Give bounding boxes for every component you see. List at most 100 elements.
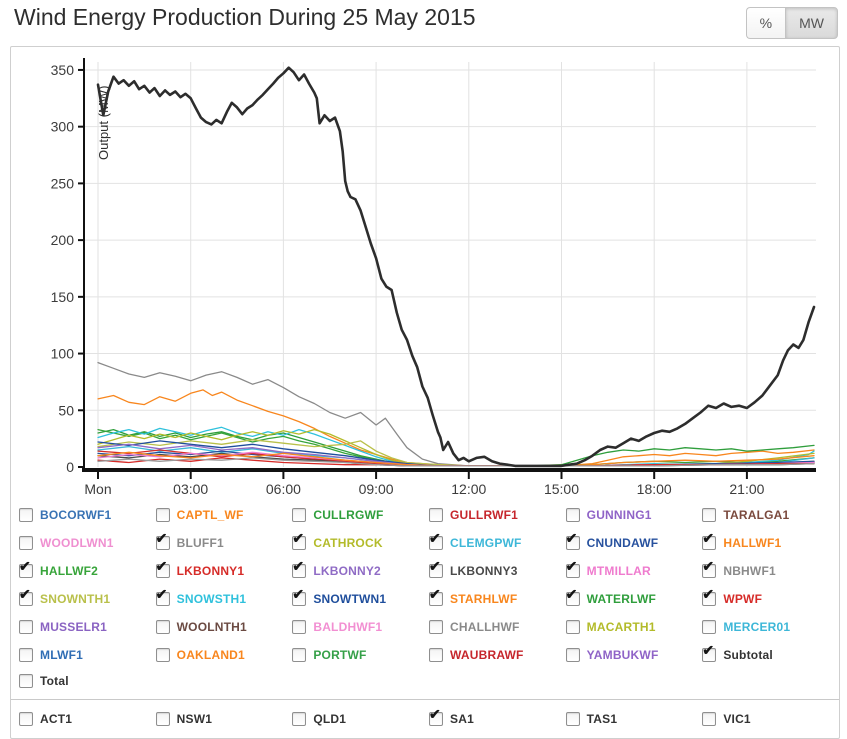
legend-item-mlwf1[interactable]: MLWF1: [19, 645, 156, 664]
legend-item-woolnth1[interactable]: WOOLNTH1: [155, 617, 293, 636]
checkbox-lkbonny2[interactable]: ✔: [292, 559, 307, 578]
legend-label[interactable]: BOCORWF1: [40, 507, 112, 522]
checkbox-cathrock[interactable]: ✔: [292, 531, 307, 550]
legend-label[interactable]: LKBONNY2: [313, 563, 381, 578]
legend-label[interactable]: WOODLWN1: [40, 535, 114, 550]
legend-item-subtotal[interactable]: ✔ Subtotal: [702, 643, 839, 664]
legend-label[interactable]: CULLRGWF: [313, 507, 384, 522]
legend-item-bluff1[interactable]: ✔ BLUFF1: [155, 531, 293, 552]
legend-item-hallwf1[interactable]: ✔ HALLWF1: [702, 531, 839, 552]
legend-item-nbhwf1[interactable]: ✔ NBHWF1: [702, 559, 839, 580]
legend-label[interactable]: CHALLHWF: [450, 619, 520, 634]
legend-item-snowsth1[interactable]: ✔ SNOWSTH1: [155, 587, 293, 608]
checkbox-mlwf1[interactable]: [19, 647, 33, 662]
checkbox-bocorwf1[interactable]: [19, 507, 33, 522]
legend-item-cullrgwf[interactable]: CULLRGWF: [292, 505, 429, 524]
checkbox-woolnth1[interactable]: [155, 619, 170, 634]
legend-item-challhwf[interactable]: CHALLHWF: [429, 617, 566, 636]
checkbox-starhlwf[interactable]: ✔: [429, 587, 443, 606]
legend-label[interactable]: MACARTH1: [586, 619, 656, 634]
checkbox-oakland1[interactable]: [155, 647, 170, 662]
legend-label[interactable]: CNUNDAWF: [586, 535, 659, 550]
legend-item-act1[interactable]: ACT1: [19, 709, 156, 728]
legend-label[interactable]: CAPTL_WF: [176, 507, 244, 522]
mw-button[interactable]: MW: [785, 7, 838, 39]
checkbox-portwf[interactable]: [292, 647, 307, 662]
legend-label[interactable]: MERCER01: [723, 619, 791, 634]
legend-label[interactable]: QLD1: [313, 711, 347, 726]
legend-label[interactable]: OAKLAND1: [176, 647, 245, 662]
legend-label[interactable]: HALLWF1: [723, 535, 782, 550]
legend-label[interactable]: STARHLWF: [450, 591, 518, 606]
legend-item-lkbonny2[interactable]: ✔ LKBONNY2: [292, 559, 429, 580]
legend-label[interactable]: TARALGA1: [723, 507, 790, 522]
legend-label[interactable]: MTMILLAR: [586, 563, 651, 578]
legend-item-lkbonny1[interactable]: ✔ LKBONNY1: [155, 559, 293, 580]
checkbox-waterlwf[interactable]: ✔: [565, 587, 580, 606]
legend-item-captl_wf[interactable]: CAPTL_WF: [155, 505, 293, 524]
checkbox-cullrgwf[interactable]: [292, 507, 307, 522]
legend-item-mtmillar[interactable]: ✔ MTMILLAR: [565, 559, 703, 580]
legend-label[interactable]: SNOWSTH1: [176, 591, 247, 606]
legend-label[interactable]: WATERLWF: [586, 591, 657, 606]
legend-item-portwf[interactable]: PORTWF: [292, 645, 429, 664]
percent-button[interactable]: %: [745, 7, 786, 39]
legend-label[interactable]: GULLRWF1: [450, 507, 519, 522]
legend-label[interactable]: WPWF: [723, 591, 763, 606]
legend-item-clemgpwf[interactable]: ✔ CLEMGPWF: [429, 531, 566, 552]
legend-item-sa1[interactable]: ✔ SA1: [429, 707, 566, 728]
legend-label[interactable]: MLWF1: [40, 647, 83, 662]
legend-item-baldhwf1[interactable]: BALDHWF1: [292, 617, 429, 636]
checkbox-gunning1[interactable]: [565, 507, 580, 522]
checkbox-subtotal[interactable]: ✔: [702, 643, 717, 662]
checkbox-snowtwn1[interactable]: ✔: [292, 587, 307, 606]
legend-label[interactable]: CLEMGPWF: [450, 535, 522, 550]
legend-label[interactable]: NSW1: [176, 711, 213, 726]
checkbox-total[interactable]: [19, 673, 33, 688]
legend-item-waubrawf[interactable]: WAUBRAWF: [429, 645, 566, 664]
checkbox-clemgpwf[interactable]: ✔: [429, 531, 443, 550]
legend-label[interactable]: WAUBRAWF: [450, 647, 524, 662]
legend-item-gullrwf1[interactable]: GULLRWF1: [429, 505, 566, 524]
legend-item-qld1[interactable]: QLD1: [292, 709, 429, 728]
checkbox-wpwf[interactable]: ✔: [702, 587, 717, 606]
legend-label[interactable]: SNOWNTH1: [40, 591, 111, 606]
checkbox-hallwf1[interactable]: ✔: [702, 531, 717, 550]
checkbox-waubrawf[interactable]: [429, 647, 443, 662]
legend-label[interactable]: PORTWF: [313, 647, 367, 662]
checkbox-woodlwn1[interactable]: [19, 535, 33, 550]
legend-item-oakland1[interactable]: OAKLAND1: [155, 645, 293, 664]
checkbox-macarth1[interactable]: [565, 619, 580, 634]
checkbox-hallwf2[interactable]: ✔: [19, 559, 33, 578]
checkbox-vic1[interactable]: [702, 711, 717, 726]
legend-item-taralga1[interactable]: TARALGA1: [702, 505, 839, 524]
legend-item-snownth1[interactable]: ✔ SNOWNTH1: [19, 587, 156, 608]
checkbox-challhwf[interactable]: [429, 619, 443, 634]
legend-item-tas1[interactable]: TAS1: [565, 709, 703, 728]
legend-item-vic1[interactable]: VIC1: [702, 709, 839, 728]
checkbox-snownth1[interactable]: ✔: [19, 587, 33, 606]
checkbox-gullrwf1[interactable]: [429, 507, 443, 522]
legend-item-lkbonny3[interactable]: ✔ LKBONNY3: [429, 559, 566, 580]
checkbox-nbhwf1[interactable]: ✔: [702, 559, 717, 578]
legend-item-cnundawf[interactable]: ✔ CNUNDAWF: [565, 531, 703, 552]
legend-item-mercer01[interactable]: MERCER01: [702, 617, 839, 636]
legend-item-woodlwn1[interactable]: WOODLWN1: [19, 533, 156, 552]
legend-label[interactable]: LKBONNY3: [450, 563, 518, 578]
legend-label[interactable]: GUNNING1: [586, 507, 652, 522]
legend-label[interactable]: HALLWF2: [40, 563, 99, 578]
legend-item-total[interactable]: Total: [19, 671, 839, 690]
legend-item-starhlwf[interactable]: ✔ STARHLWF: [429, 587, 566, 608]
legend-label[interactable]: ACT1: [40, 711, 73, 726]
checkbox-sa1[interactable]: ✔: [429, 707, 443, 726]
legend-label[interactable]: VIC1: [723, 711, 751, 726]
checkbox-musselr1[interactable]: [19, 619, 33, 634]
legend-label[interactable]: BLUFF1: [176, 535, 224, 550]
checkbox-tas1[interactable]: [565, 711, 580, 726]
legend-item-wpwf[interactable]: ✔ WPWF: [702, 587, 839, 608]
legend-item-snowtwn1[interactable]: ✔ SNOWTWN1: [292, 587, 429, 608]
checkbox-act1[interactable]: [19, 711, 33, 726]
checkbox-qld1[interactable]: [292, 711, 307, 726]
legend-item-macarth1[interactable]: MACARTH1: [565, 617, 703, 636]
legend-label[interactable]: Total: [40, 673, 69, 688]
